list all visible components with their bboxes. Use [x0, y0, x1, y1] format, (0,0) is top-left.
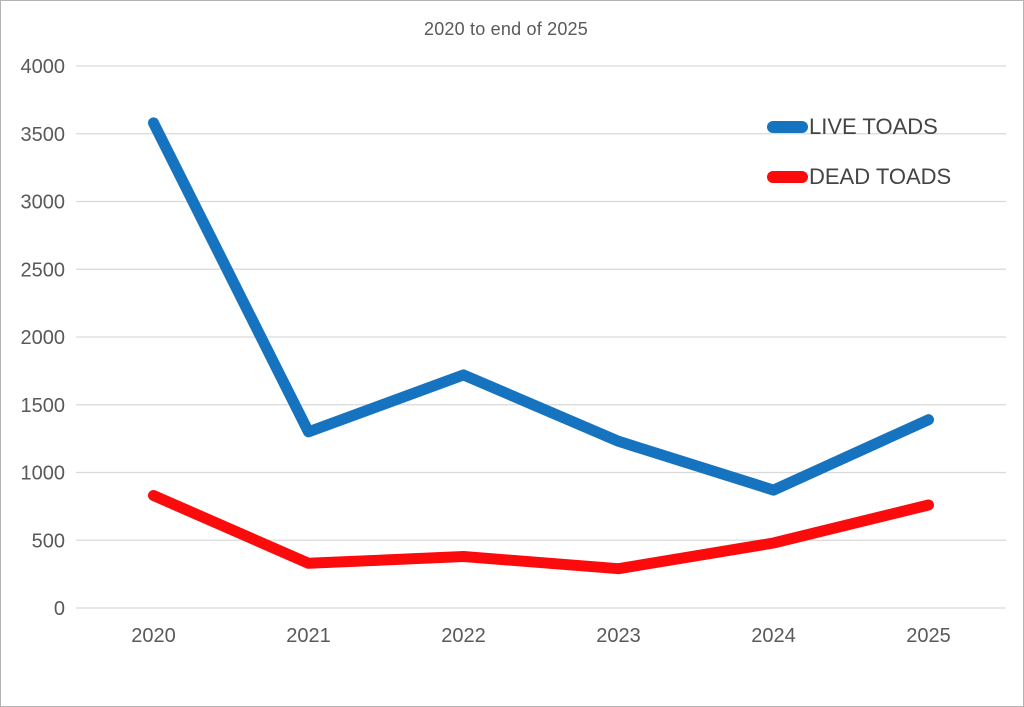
y-tick-label: 2500: [21, 259, 66, 281]
y-tick-label: 1500: [21, 395, 66, 417]
legend-label-dead-toads: DEAD TOADS: [809, 164, 952, 189]
y-tick-label: 0: [54, 598, 65, 620]
x-tick-label: 2024: [751, 625, 796, 647]
series-line-live-toads: [148, 117, 934, 496]
x-tick-label: 2022: [441, 625, 486, 647]
legend-swatch-dead-toads: [767, 171, 808, 183]
legend-item-dead-toads: DEAD TOADS: [767, 163, 951, 191]
legend: LIVE TOADS DEAD TOADS: [767, 113, 951, 213]
y-tick-label: 2000: [21, 327, 66, 349]
y-tick-label: 3000: [21, 192, 66, 214]
y-tick-label: 1000: [21, 463, 66, 485]
y-tick-label: 500: [32, 530, 65, 552]
legend-item-live-toads: LIVE TOADS: [767, 113, 951, 141]
series-line-dead-toads: [148, 490, 934, 575]
legend-label-live-toads: LIVE TOADS: [809, 114, 938, 139]
y-tick-label: 3500: [21, 124, 66, 146]
legend-swatch-live-toads: [767, 121, 808, 133]
x-tick-label: 2025: [906, 625, 951, 647]
x-tick-label: 2021: [286, 625, 331, 647]
y-tick-label: 4000: [21, 56, 66, 78]
x-tick-label: 2020: [131, 625, 176, 647]
chart-title: 2020 to end of 2025: [424, 19, 588, 39]
x-tick-label: 2023: [596, 625, 641, 647]
